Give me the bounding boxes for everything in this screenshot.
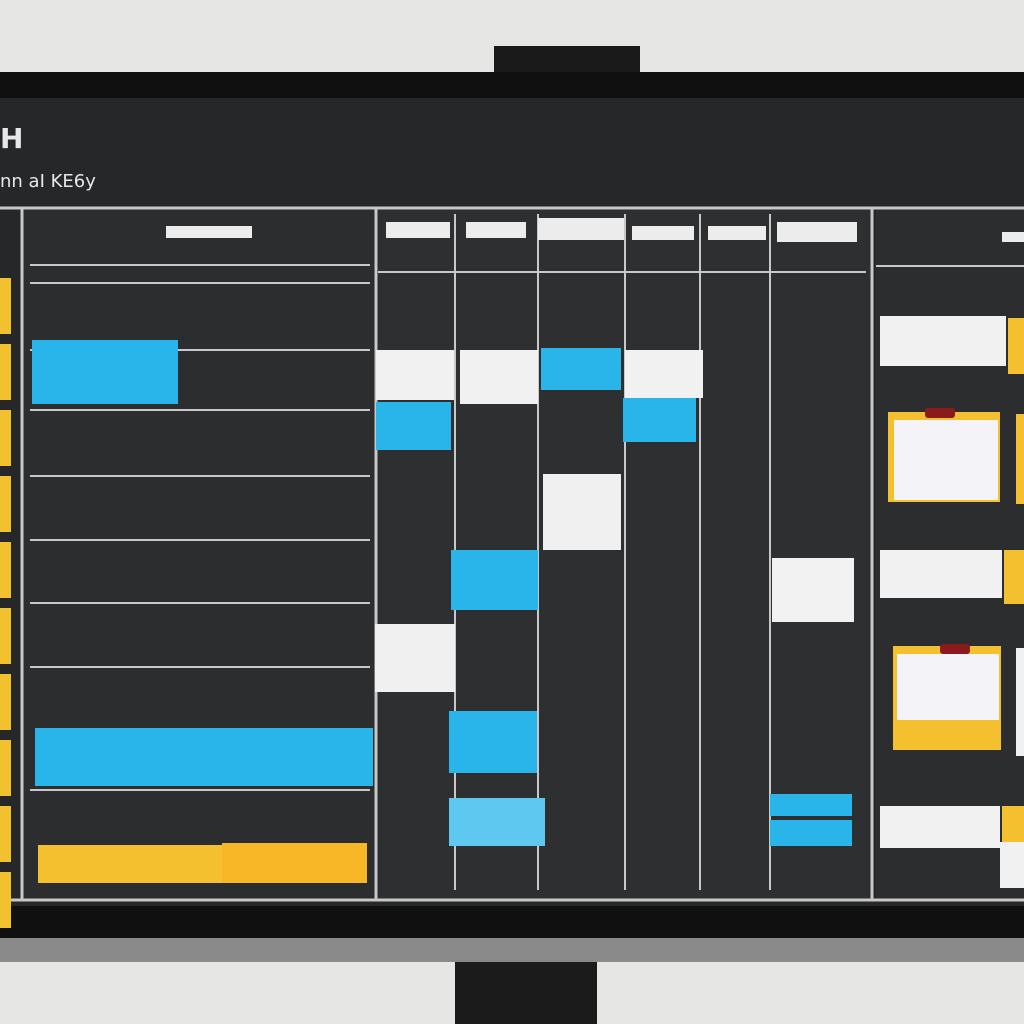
sticky-note bbox=[451, 550, 538, 610]
sticky-note bbox=[1004, 550, 1024, 604]
sticky-note bbox=[880, 316, 1006, 366]
note-paper bbox=[897, 654, 999, 720]
sticky-note bbox=[32, 340, 178, 404]
column-header bbox=[632, 226, 694, 240]
board bbox=[0, 206, 1024, 928]
pin bbox=[925, 408, 955, 418]
tab bbox=[0, 872, 11, 928]
sticky-note bbox=[35, 728, 373, 786]
pin bbox=[940, 644, 970, 654]
column-header bbox=[708, 226, 766, 240]
sticky-note bbox=[770, 794, 852, 816]
sticky-note bbox=[376, 350, 454, 400]
sticky-note bbox=[880, 806, 1000, 848]
tab bbox=[0, 674, 11, 730]
sticky-note bbox=[543, 474, 621, 550]
sticky-note bbox=[1016, 648, 1024, 756]
tab bbox=[0, 344, 11, 400]
sticky-note bbox=[772, 558, 854, 622]
column-header bbox=[777, 222, 857, 242]
sticky-note bbox=[625, 350, 703, 398]
sticky-note bbox=[460, 350, 538, 404]
sticky-note bbox=[449, 798, 545, 846]
sticky-note bbox=[376, 402, 451, 450]
sticky-note bbox=[222, 843, 367, 883]
sticky-note bbox=[541, 348, 621, 390]
sticky-note bbox=[623, 398, 696, 442]
board-subtitle: nn aI KE6y bbox=[0, 171, 96, 192]
sticky-note bbox=[449, 711, 537, 773]
sticky-note bbox=[38, 845, 223, 883]
sticky-note bbox=[1002, 806, 1024, 842]
monitor-chin bbox=[0, 938, 1024, 962]
tab bbox=[0, 608, 11, 664]
tab bbox=[0, 278, 11, 334]
sticky-note bbox=[770, 820, 852, 846]
tab bbox=[0, 740, 11, 796]
column-header bbox=[1002, 232, 1024, 242]
webcam bbox=[494, 46, 640, 72]
column-header bbox=[166, 226, 252, 238]
tab bbox=[0, 476, 11, 532]
column-header bbox=[386, 222, 450, 238]
tab bbox=[0, 806, 11, 862]
sticky-note bbox=[1008, 318, 1024, 374]
tab bbox=[0, 542, 11, 598]
note-paper bbox=[894, 420, 998, 500]
column-header bbox=[538, 218, 624, 240]
sticky-note bbox=[1016, 414, 1024, 504]
sticky-note bbox=[1000, 842, 1024, 888]
sticky-note bbox=[375, 624, 455, 692]
column-header bbox=[466, 222, 526, 238]
left-panel bbox=[22, 210, 376, 900]
monitor-stand bbox=[455, 962, 597, 1024]
sticky-note bbox=[880, 550, 1002, 598]
tab bbox=[0, 410, 11, 466]
board-title: H bbox=[0, 122, 23, 155]
